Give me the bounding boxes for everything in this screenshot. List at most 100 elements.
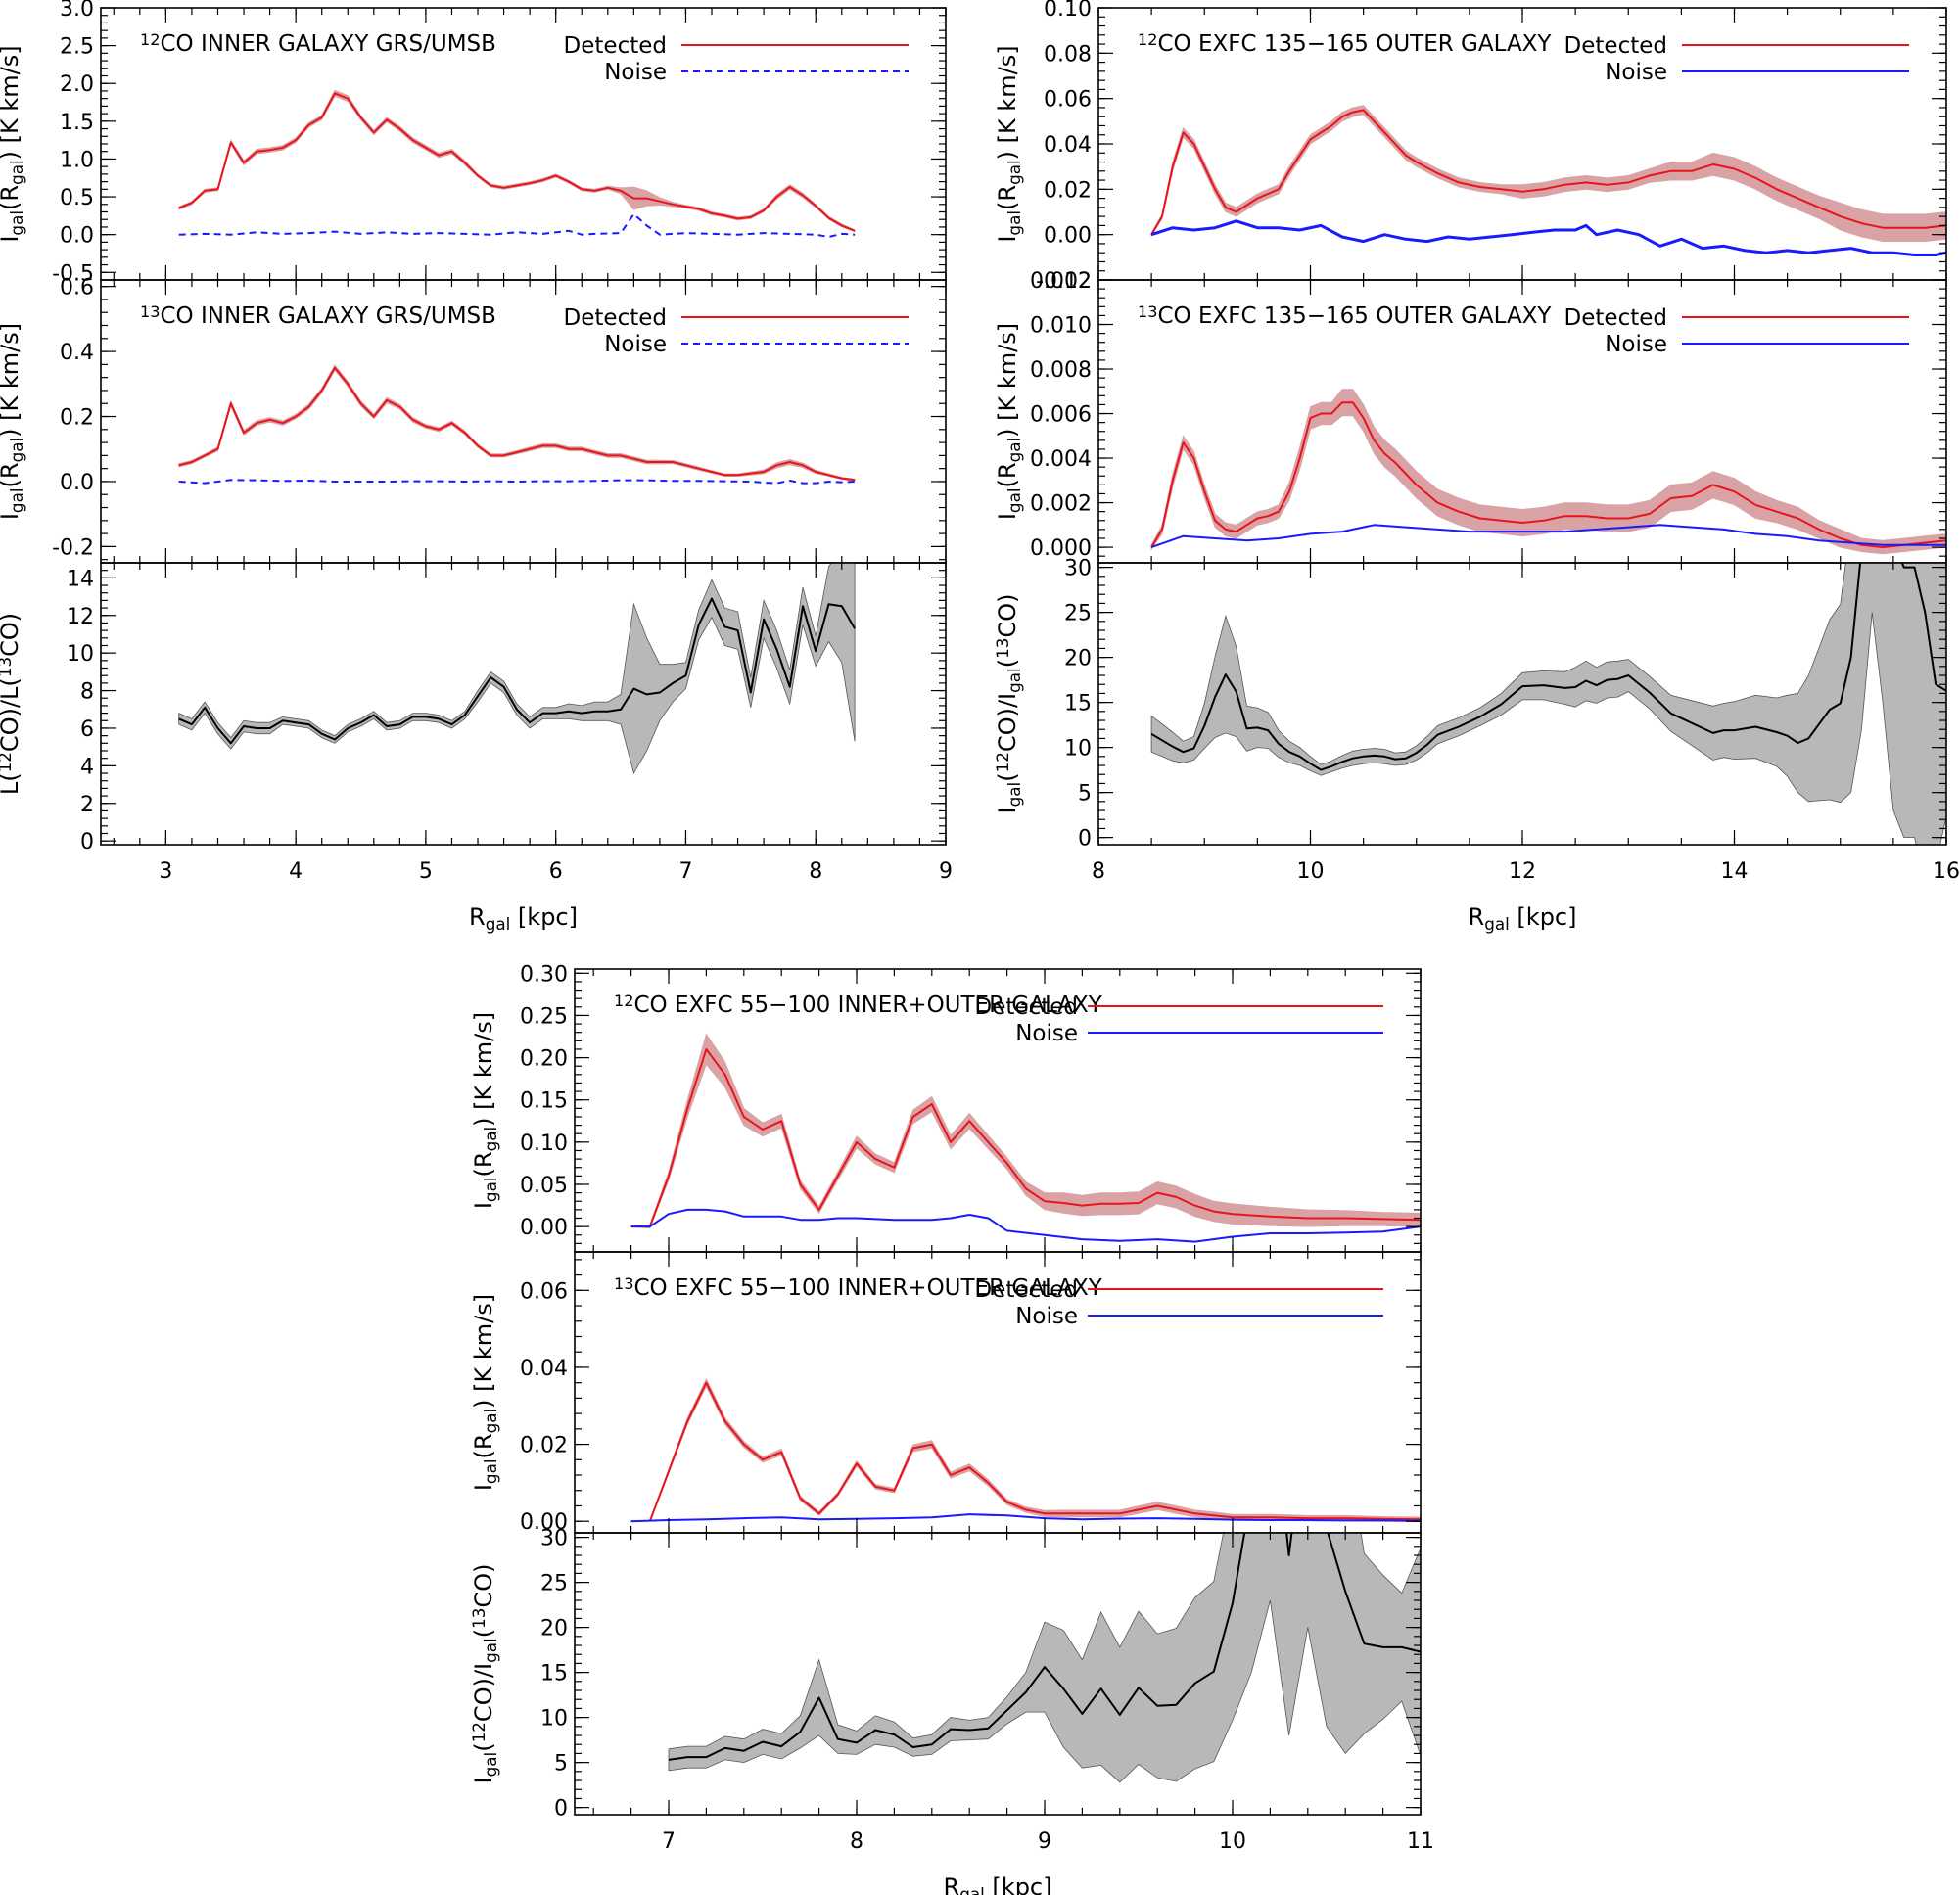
y-tick-label: 20 <box>540 1617 568 1641</box>
y-tick-label: 30 <box>1064 557 1092 581</box>
series-ratio-line <box>1150 563 1946 771</box>
y-tick-label: 0.6 <box>60 276 94 300</box>
y-tick-label: 8 <box>80 680 94 705</box>
plot-area <box>178 364 856 485</box>
panel-a2: -0.2 0.0 0.2 0.4 0.6 Igal(Rgal) [K km/s] 13CO … <box>0 276 947 564</box>
x-tick-label: 12 <box>1509 859 1536 884</box>
legend-label-noise: Noise <box>1015 1304 1078 1329</box>
panel-a1: -0.5 0.0 0.5 1.0 1.5 2.0 2.5 3.0 Igal(Rgal) [K k… <box>0 0 947 286</box>
plot-area <box>1150 105 1946 256</box>
y-axis-label: L(12CO)/L(13CO) <box>0 613 23 795</box>
x-tick-label: 8 <box>850 1829 863 1854</box>
y-tick-label: 0.002 <box>1030 492 1092 517</box>
panel-frame <box>574 1532 1422 1816</box>
legend-label-noise: Noise <box>1605 60 1667 85</box>
y-tick-label: -0.02 <box>1036 269 1092 294</box>
series-noise-line <box>630 1208 1421 1243</box>
panel-frame <box>100 562 947 846</box>
legend-label-detected: Detected <box>1564 33 1667 59</box>
y-tick-label: 0.00 <box>1044 224 1092 249</box>
y-tick-label: 0.15 <box>520 1089 568 1114</box>
uncertainty-band <box>178 89 856 233</box>
legend-label-detected: Detected <box>564 305 667 331</box>
y-axis-label: Igal(12CO)/Igal(13CO) <box>993 594 1024 814</box>
y-tick-label: 25 <box>540 1572 568 1596</box>
uncertainty-band <box>1150 105 1946 243</box>
y-tick-label: 0.000 <box>1030 536 1092 561</box>
panel-b3: 0 5 10 15 20 25 30 8 10 12 14 16 Igal(12CO)/Igal(13C… <box>993 557 1960 934</box>
x-tick-label: 6 <box>549 859 563 884</box>
y-tick-label: 2.5 <box>60 35 94 60</box>
x-axis-label: Rgal [kpc] <box>944 1873 1052 1895</box>
y-tick-label: 10 <box>67 642 94 667</box>
x-tick-label: 8 <box>1092 859 1105 884</box>
panel-title: 12CO EXFC 55−100 INNER+OUTER GALAXY <box>614 992 1103 1018</box>
y-tick-label: 0.20 <box>520 1047 568 1072</box>
y-axis-label: Igal(Rgal) [K km/s] <box>994 323 1024 520</box>
y-tick-label: 2.0 <box>60 72 94 97</box>
series-detected-line <box>1150 109 1946 236</box>
series-noise-line <box>1150 219 1946 256</box>
panel-title: 13CO INNER GALAXY GRS/UMSB <box>140 302 496 329</box>
series-noise-line <box>178 479 856 485</box>
legend-label-noise: Noise <box>604 332 667 357</box>
y-tick-label: 14 <box>67 567 94 591</box>
plot-area <box>178 89 856 238</box>
y-tick-label: 0.012 <box>1030 269 1092 294</box>
y-tick-label: 0.008 <box>1030 358 1092 383</box>
y-tick-label: -0.5 <box>52 261 94 286</box>
x-tick-label: 8 <box>809 859 822 884</box>
legend-label-noise: Noise <box>1015 1021 1078 1046</box>
panel-title: 13CO EXFC 135−165 OUTER GALAXY <box>1138 302 1552 329</box>
legend-label-noise: Noise <box>1605 332 1667 357</box>
legend-label-detected: Detected <box>564 33 667 59</box>
y-tick-label: 0.0 <box>60 224 94 249</box>
legend-label-detected: Detected <box>1564 305 1667 331</box>
y-tick-label: 2 <box>80 793 94 817</box>
series-detected-line <box>178 366 856 482</box>
x-tick-label: 7 <box>662 1829 676 1854</box>
series-detected-line <box>630 1048 1421 1228</box>
y-tick-label: 0.2 <box>60 406 94 431</box>
y-tick-label: 0.08 <box>1044 42 1092 67</box>
y-tick-label: 0.5 <box>60 186 94 210</box>
panel-b1: -0.02 0.00 0.02 0.04 0.06 0.08 0.10 Igal(Rgal) … <box>994 0 1947 294</box>
y-tick-label: 0.4 <box>60 341 94 365</box>
legend-label-detected: Detected <box>975 1277 1078 1303</box>
y-tick-label: 0.02 <box>520 1434 568 1458</box>
y-axis-label: Igal(Rgal) [K km/s] <box>470 1012 500 1209</box>
y-tick-label: 0.06 <box>520 1279 568 1304</box>
y-tick-label: 30 <box>540 1527 568 1551</box>
series-noise-line <box>178 212 856 238</box>
y-tick-label: 0 <box>80 830 94 855</box>
series-noise-line <box>1150 524 1946 549</box>
series-detected-line <box>178 92 856 232</box>
x-tick-label: 10 <box>1219 1829 1246 1854</box>
legend-label-noise: Noise <box>604 60 667 85</box>
y-tick-label: 20 <box>1064 647 1092 671</box>
y-tick-label: -0.2 <box>52 535 94 560</box>
y-tick-label: 0.06 <box>1044 88 1092 113</box>
y-tick-label: 5 <box>554 1752 568 1777</box>
uncertainty-band <box>178 364 856 482</box>
plot-area <box>1150 563 1946 845</box>
series-ratio-line <box>178 597 856 745</box>
panel-title: 12CO INNER GALAXY GRS/UMSB <box>140 30 496 57</box>
y-axis-label: Igal(Rgal) [K km/s] <box>0 45 26 242</box>
y-tick-label: 0.02 <box>1044 178 1092 203</box>
uncertainty-band <box>1150 563 1946 845</box>
y-tick-label: 1.0 <box>60 148 94 172</box>
y-tick-label: 6 <box>80 717 94 742</box>
y-tick-label: 0.10 <box>1044 0 1092 22</box>
y-tick-label: 0.00 <box>520 1216 568 1240</box>
y-tick-label: 0.04 <box>520 1357 568 1381</box>
uncertainty-band <box>649 1377 1421 1522</box>
y-tick-label: 0.10 <box>520 1132 568 1156</box>
panel-title: 13CO EXFC 55−100 INNER+OUTER GALAXY <box>614 1274 1103 1301</box>
y-tick-label: 0.0 <box>60 471 94 495</box>
x-tick-label: 9 <box>939 859 953 884</box>
x-tick-label: 4 <box>289 859 303 884</box>
y-tick-label: 15 <box>540 1662 568 1687</box>
y-tick-label: 10 <box>1064 737 1092 762</box>
